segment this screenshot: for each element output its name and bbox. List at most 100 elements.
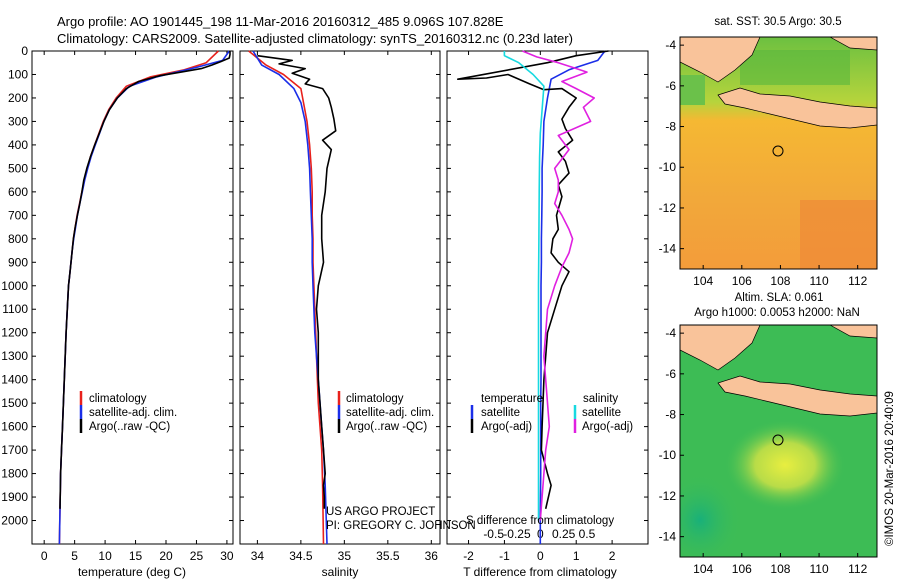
argo-float-marker <box>772 434 784 446</box>
latitude-tick-label: -12 <box>659 201 677 215</box>
longitude-tick-label: 104 <box>693 274 713 288</box>
series-satellite-adj-clim <box>58 50 230 545</box>
depth-tick-label: 0 <box>21 44 28 58</box>
sst-map-title: sat. SST: 30.5 Argo: 30.5 <box>714 16 841 28</box>
latitude-tick-label: -14 <box>659 242 677 256</box>
salinity-series <box>248 50 337 545</box>
sst-cool-patch <box>680 75 705 105</box>
x-tick-label: 34.5 <box>289 549 313 563</box>
depth-tick-label: 700 <box>8 208 28 222</box>
borneo-land <box>829 325 877 339</box>
x-tick-label: 25 <box>190 549 204 563</box>
longitude-tick-label: 108 <box>770 274 790 288</box>
depth-axis: 0 100 200 300 400 500 600 700 800 900 1000 1100 1200… <box>1 44 28 528</box>
legend-label-satellite-adj: satellite-adj. clim. <box>346 407 434 419</box>
longitude-tick-label: 106 <box>732 274 752 288</box>
depth-tick-label: 1900 <box>1 490 28 504</box>
header-line-1: Argo profile: AO 1901445_198 11-Mar-2016… <box>57 14 504 29</box>
legend-label-sal-satellite: satellite <box>582 407 621 419</box>
latitude-tick-label: -10 <box>659 448 677 462</box>
project-annotation: US ARGO PROJECT <box>326 506 435 518</box>
depth-tick-label: 900 <box>8 255 28 269</box>
sla-negative-anomaly <box>680 475 740 557</box>
longitude-tick-label: 112 <box>848 274 867 288</box>
difference-x-label: T difference from climatology <box>463 565 617 579</box>
legend-title-salinity: salinity <box>583 393 618 405</box>
latitude-tick-label: -8 <box>665 120 676 134</box>
legend-label-temp-argo: Argo(-adj) <box>481 421 532 433</box>
sla-map-subtitle: Argo h1000: 0.0053 h2000: NaN <box>694 307 860 319</box>
sla-map-axes: 104 106 108 110 112 -4 -6 -8 -10 -12 -14 <box>659 326 868 576</box>
depth-tick-label: 1000 <box>1 279 28 293</box>
series-satellite-adj-clim <box>252 50 328 545</box>
x-tick-label: 36 <box>425 549 439 563</box>
depth-tick-label: 300 <box>8 114 28 128</box>
legend-label-satellite-adj: satellite-adj. clim. <box>89 407 177 419</box>
latitude-tick-label: -6 <box>665 367 676 381</box>
borneo-land <box>829 37 877 51</box>
difference-plot-frame <box>446 50 649 545</box>
imos-credit: ©IMOS 20-Mar-2016 20:40:09 <box>884 391 896 546</box>
depth-tick-label: 200 <box>8 91 28 105</box>
sst-map-axes: 104 106 108 110 112 -4 -6 -8 -10 -12 -14 <box>659 38 868 288</box>
argo-float-marker <box>772 145 784 157</box>
depth-tick-label: 600 <box>8 185 28 199</box>
sumatra-land <box>680 37 761 83</box>
x-tick-label: 0 <box>41 549 48 563</box>
difference-x-axis: -2 -1 0 1 2 <box>463 51 616 563</box>
salinity-difference-tick-label: 0.5 <box>579 527 596 541</box>
header-line-2: Climatology: CARS2009. Satellite-adjuste… <box>57 31 573 46</box>
x-tick-label: 5 <box>71 549 78 563</box>
sumatra-land <box>680 325 761 371</box>
temperature-plot-frame <box>31 50 234 545</box>
depth-tick-label: 1800 <box>1 467 28 481</box>
salinity-difference-tick-label: -0.25 <box>503 527 531 541</box>
java-land <box>717 375 877 417</box>
latitude-tick-label: -12 <box>659 489 677 503</box>
depth-tick-label: 100 <box>8 67 28 81</box>
series-salinity-argo-adj <box>522 50 596 521</box>
latitude-tick-label: -10 <box>659 160 677 174</box>
sla-positive-anomaly <box>725 420 845 510</box>
x-tick-label: 30 <box>220 549 234 563</box>
salinity-x-axis: 34 34.5 35 35.5 36 <box>251 51 439 563</box>
salinity-difference-tick-label: 0.25 <box>552 527 576 541</box>
salinity-legend: climatology satellite-adj. clim. Argo(..… <box>337 391 434 433</box>
x-tick-label: 2 <box>609 549 616 563</box>
x-tick-label: 20 <box>159 549 173 563</box>
depth-tick-label: 1100 <box>2 302 28 316</box>
series-climatology <box>248 50 325 545</box>
sst-warm-patch <box>800 200 877 269</box>
difference-legend: temperature satellite Argo(-adj) salinit… <box>470 393 633 433</box>
salinity-difference-label: S difference from climatology <box>466 515 614 527</box>
depth-tick-label: 1300 <box>1 349 28 363</box>
series-temperature-satellite <box>539 50 606 544</box>
depth-tick-label: 800 <box>8 232 28 246</box>
sla-map-title: Altim. SLA: 0.061 <box>735 292 824 304</box>
legend-title-temperature: temperature <box>481 393 543 405</box>
latitude-tick-label: -4 <box>665 38 676 52</box>
difference-series <box>456 50 609 544</box>
sla-map-frame <box>679 324 878 558</box>
series-argo-raw-qc <box>257 54 337 509</box>
salinity-difference-axis: -0.5 -0.25 0 0.25 0.5 <box>483 527 595 541</box>
latitude-tick-label: -14 <box>659 530 677 544</box>
sst-map-field <box>680 37 877 269</box>
legend-label-climatology: climatology <box>346 393 404 405</box>
temperature-legend: climatology satellite-adj. clim. Argo(..… <box>79 391 177 433</box>
depth-tick-label: 1500 <box>1 396 28 410</box>
legend-label-temp-satellite: satellite <box>481 407 520 419</box>
longitude-tick-label: 110 <box>809 274 828 288</box>
temperature-x-label: temperature (deg C) <box>78 565 186 579</box>
pi-annotation: PI: GREGORY C. JOHNSON <box>326 520 476 532</box>
legend-label-sal-argo: Argo(-adj) <box>582 421 633 433</box>
depth-tick-label: 1700 <box>1 443 28 457</box>
sst-green-band <box>740 50 850 85</box>
depth-tick-label: 400 <box>8 138 28 152</box>
x-tick-label: -2 <box>463 549 474 563</box>
longitude-tick-label: 108 <box>770 562 790 576</box>
salinity-x-label: salinity <box>322 565 359 579</box>
depth-tick-label: 2000 <box>1 514 28 528</box>
temperature-series <box>58 50 231 545</box>
